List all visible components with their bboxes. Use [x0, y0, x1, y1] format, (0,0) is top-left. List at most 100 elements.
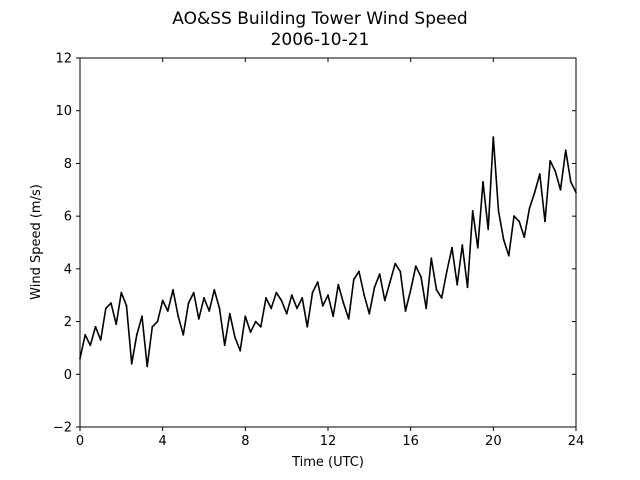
data-point	[130, 362, 133, 365]
data-point	[141, 315, 143, 318]
x-tick-label: 4	[159, 434, 167, 449]
x-tick-label: 24	[568, 434, 585, 449]
data-point	[497, 210, 500, 212]
data-point	[280, 299, 283, 302]
data-point	[337, 283, 340, 286]
data-point	[161, 299, 164, 302]
data-point	[549, 159, 552, 162]
data-point	[321, 304, 324, 307]
data-point	[120, 291, 123, 294]
data-point	[559, 188, 562, 191]
data-point	[564, 149, 567, 152]
x-axis: 0 4 8 12 16 20 24	[76, 58, 584, 449]
x-tick-label: 20	[485, 434, 502, 449]
data-point	[192, 291, 195, 294]
data-point	[507, 254, 510, 257]
data-point	[110, 302, 112, 304]
data-point	[135, 333, 138, 336]
data-point	[430, 257, 433, 260]
x-tick-label: 16	[402, 434, 419, 449]
data-point	[342, 302, 345, 304]
y-axis-label: Wind Speed (m/s)	[29, 184, 44, 300]
data-point	[125, 304, 128, 307]
data-point	[306, 325, 309, 328]
data-point	[84, 333, 87, 336]
data-point	[218, 307, 221, 310]
data-point	[79, 357, 81, 360]
x-tick-label: 8	[241, 434, 249, 449]
data-point	[254, 320, 257, 323]
data-point	[311, 291, 314, 294]
data-point	[358, 270, 360, 273]
data-point	[528, 207, 531, 210]
data-point	[487, 228, 490, 231]
data-point	[213, 289, 216, 291]
data-point	[265, 297, 267, 299]
data-point	[208, 310, 211, 312]
data-point	[234, 336, 236, 339]
data-point	[518, 220, 521, 223]
data-point	[383, 299, 386, 302]
data-point	[290, 294, 293, 297]
data-point	[414, 265, 417, 268]
wind-speed-points	[79, 136, 577, 368]
chart-subtitle: 2006-10-21	[271, 30, 370, 50]
data-point	[456, 283, 459, 286]
data-point	[115, 323, 118, 326]
data-point	[445, 270, 448, 273]
data-point	[327, 294, 329, 297]
data-point	[146, 365, 149, 368]
data-point	[569, 181, 572, 183]
data-point	[352, 278, 355, 281]
data-point	[466, 286, 469, 289]
data-point	[435, 289, 438, 291]
data-point	[239, 349, 242, 352]
data-point	[544, 220, 546, 223]
data-point	[244, 315, 247, 318]
data-point	[404, 310, 407, 312]
y-tick-label: 0	[64, 368, 72, 383]
data-point	[332, 315, 335, 318]
data-point	[502, 239, 505, 241]
data-point	[285, 312, 288, 315]
data-point	[378, 273, 381, 275]
data-point	[492, 136, 495, 139]
data-point	[513, 215, 515, 218]
y-tick-label: 12	[55, 52, 72, 67]
data-point	[461, 244, 464, 247]
data-point	[172, 289, 174, 291]
data-point	[538, 173, 541, 175]
data-point	[316, 281, 319, 283]
data-point	[156, 320, 159, 323]
y-tick-label: −2	[53, 421, 72, 436]
y-tick-label: 10	[55, 104, 72, 119]
y-axis: −2 0 2 4 6 8 10 12	[53, 52, 576, 436]
data-point	[89, 344, 92, 347]
data-point	[389, 281, 391, 283]
data-point	[347, 318, 350, 320]
y-tick-label: 4	[64, 262, 72, 277]
data-point	[197, 318, 200, 320]
axes-frame	[79, 57, 577, 428]
data-point	[440, 297, 443, 299]
data-point	[476, 246, 479, 249]
data-point	[523, 236, 526, 239]
y-tick-label: 8	[64, 157, 72, 172]
data-point	[373, 286, 376, 289]
y-tick-label: 6	[64, 210, 72, 225]
data-point	[420, 275, 422, 278]
data-point	[554, 170, 557, 173]
data-point	[425, 307, 428, 310]
data-point	[177, 315, 180, 318]
data-point	[482, 181, 484, 183]
data-point	[249, 331, 252, 333]
data-point	[228, 312, 231, 315]
x-tick-label: 12	[320, 434, 337, 449]
data-point	[451, 246, 453, 249]
y-tick-label: 2	[64, 315, 72, 330]
data-point	[99, 339, 102, 341]
x-tick-label: 0	[76, 434, 84, 449]
data-point	[270, 307, 273, 310]
data-point	[368, 312, 371, 315]
